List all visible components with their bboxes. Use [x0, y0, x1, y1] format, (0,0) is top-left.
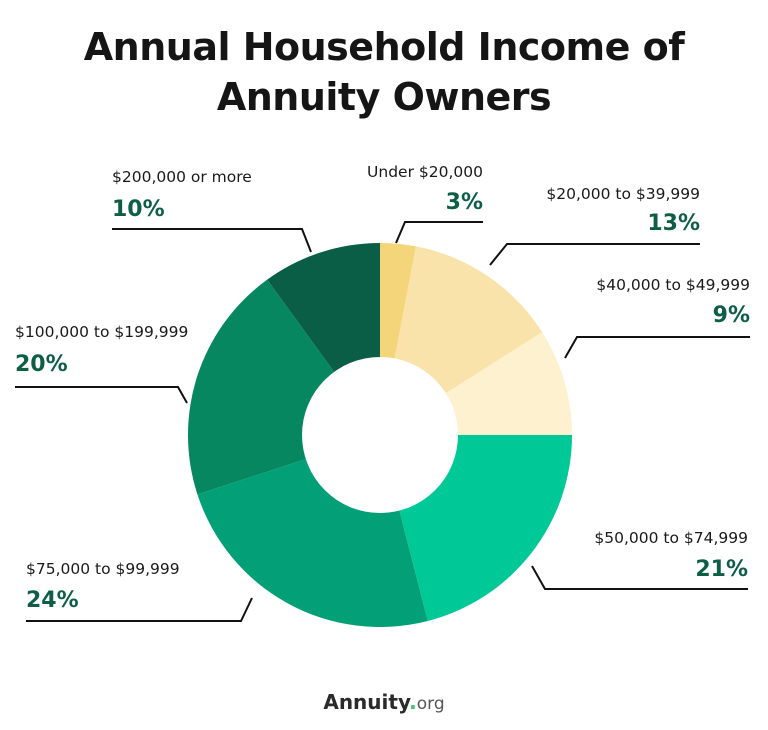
label-100k-200k: $100,000 to $199,999: [15, 323, 189, 341]
leader-line-20k-40k: [489, 243, 700, 266]
label-50k-75k: $50,000 to $74,999: [594, 529, 748, 547]
label-75k-100k: $75,000 to $99,999: [26, 560, 180, 578]
chart-title-line2: Annuity Owners: [216, 75, 552, 119]
pct-75k-100k: 24%: [26, 588, 79, 613]
pct-100k-200k: 20%: [15, 352, 68, 377]
chart-title: Annual Household Income of Annuity Owner…: [0, 22, 768, 122]
leader-line-50k-75k: [531, 565, 748, 590]
leader-line-40k-50k: [564, 336, 750, 359]
label-40k-50k: $40,000 to $49,999: [596, 276, 750, 294]
brand-dot: .: [409, 690, 417, 714]
leader-lines: [15, 221, 750, 622]
label-200k-plus: $200,000 or more: [112, 168, 252, 186]
leader-line-200k-plus: [112, 228, 312, 253]
brand-tld: org: [416, 694, 445, 714]
label-20k-40k: $20,000 to $39,999: [546, 185, 700, 203]
pct-200k-plus: 10%: [112, 197, 165, 222]
pct-20k-40k: 13%: [647, 211, 700, 236]
brand-name: Annuity: [323, 690, 410, 714]
leader-line-75k-100k: [26, 597, 253, 622]
label-under-20k: Under $20,000: [367, 163, 483, 181]
pct-under-20k: 3%: [445, 190, 483, 215]
leader-line-100k-200k: [15, 386, 188, 404]
donut-hole: [302, 357, 458, 513]
pct-50k-75k: 21%: [695, 557, 748, 582]
chart-title-line1: Annual Household Income of: [83, 25, 685, 69]
leader-line-under-20k: [395, 221, 483, 244]
pct-40k-50k: 9%: [712, 303, 750, 328]
brand-logo: Annuity.org: [0, 690, 768, 714]
